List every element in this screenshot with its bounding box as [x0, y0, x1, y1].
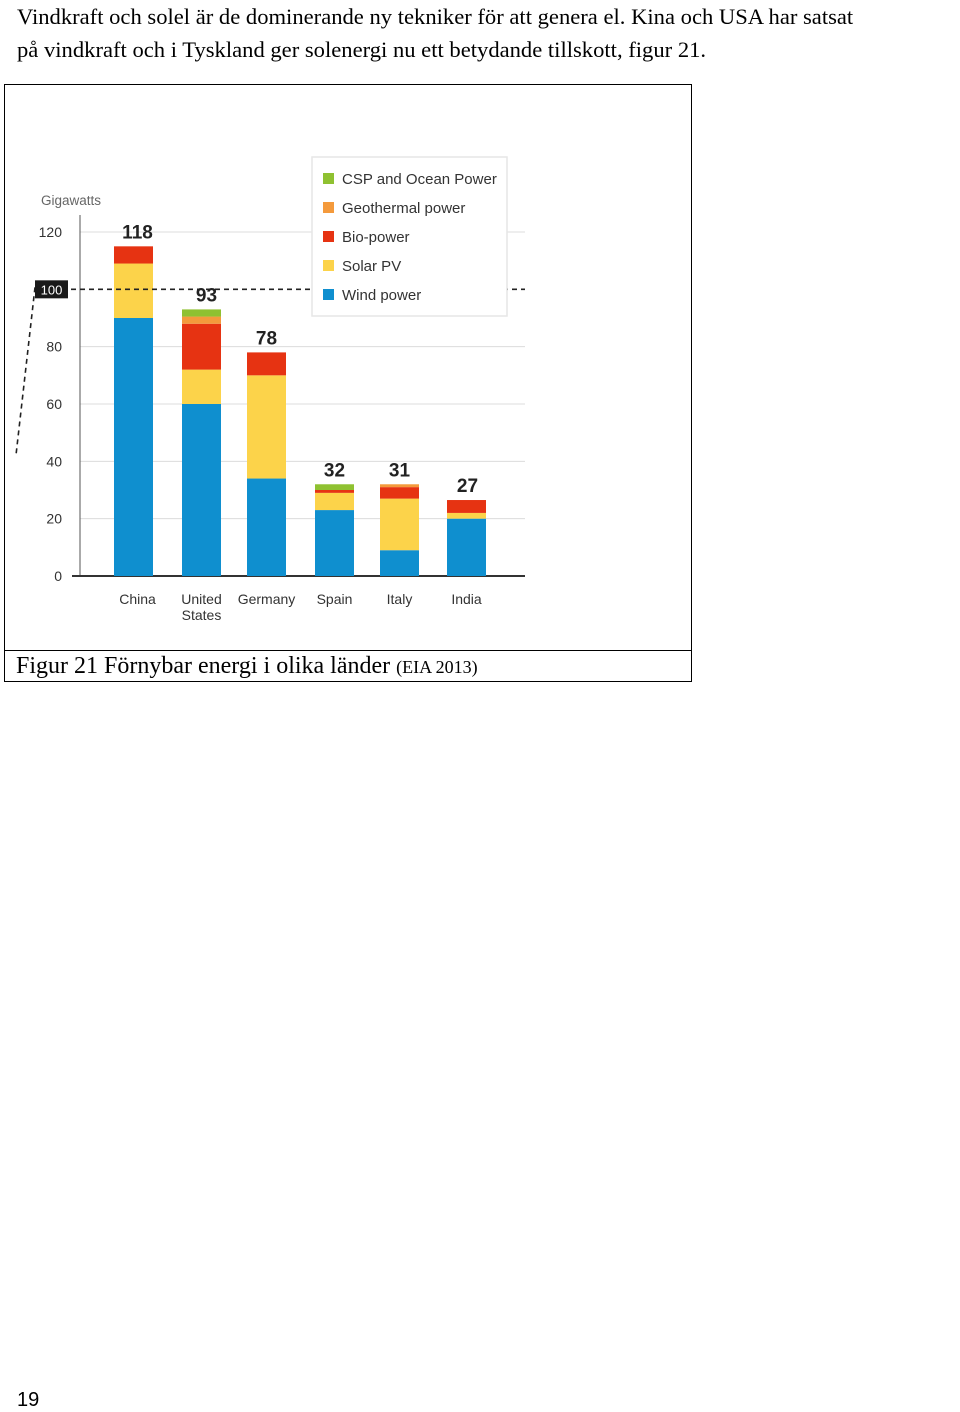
bar-united-states-solar-pv	[182, 369, 221, 404]
bar-italy-bio-power	[380, 487, 419, 499]
total-label-united-states: 93	[196, 285, 217, 306]
legend-label-csp-and-ocean-power: CSP and Ocean Power	[342, 171, 497, 188]
page-number: 19	[17, 1389, 40, 1411]
bar-united-states-csp-and-ocean-power	[182, 309, 221, 317]
bar-india-solar-pv	[447, 512, 486, 519]
x-tick-label-italy: Italy	[387, 591, 413, 607]
y-tick-label-80: 80	[46, 339, 62, 355]
figure-frame: 0 20 40 60 80 120 Gigawatts 118 China 93 United Sta…	[4, 84, 692, 682]
legend-swatch-csp-and-ocean-power	[323, 173, 334, 184]
y-axis-label: Gigawatts	[41, 193, 101, 208]
y-tick-label-20: 20	[46, 511, 62, 527]
bar-germany-bio-power	[247, 352, 286, 376]
caption-source: (EIA 2013)	[396, 657, 478, 677]
bar-united-states-bio-power	[182, 323, 221, 370]
bar-spain-wind-power	[315, 510, 354, 576]
y-tick-label-0: 0	[54, 568, 62, 584]
legend-swatch-solar-pv	[323, 260, 334, 271]
x-tick-label-india: India	[451, 591, 482, 607]
paragraph-line-1: Vindkraft och solel är de dominerande ny…	[17, 4, 854, 29]
total-label-china: 118	[122, 222, 153, 243]
bar-china-bio-power	[114, 246, 153, 264]
bar-china-solar-pv	[114, 263, 153, 318]
bar-spain-bio-power	[315, 490, 354, 493]
y-tick-label-120: 120	[39, 224, 63, 240]
bar-germany-wind-power	[247, 478, 286, 576]
caption-text: Figur 21 Förnybar energi i olika länder	[16, 653, 391, 679]
y-tick-label-60: 60	[46, 396, 62, 412]
y-tick-label-40: 40	[46, 453, 62, 469]
legend-box	[311, 156, 508, 317]
bar-italy-geothermal-power	[380, 484, 419, 488]
bar-spain-csp-and-ocean-power	[315, 484, 354, 490]
bar-india-wind-power	[447, 518, 486, 576]
bar-italy-solar-pv	[380, 498, 419, 551]
x-tick-label-spain: Spain	[317, 591, 353, 607]
legend-swatch-wind-power	[323, 289, 334, 300]
legend-label-solar-pv: Solar PV	[342, 258, 401, 275]
bar-china-wind-power	[114, 318, 153, 576]
intro-paragraph: Vindkraft och solel är de dominerande ny…	[17, 0, 960, 66]
total-label-india: 27	[457, 476, 478, 497]
legend-label-bio-power: Bio-power	[342, 229, 410, 246]
total-label-spain: 32	[324, 460, 345, 481]
reference-label: 100	[41, 282, 63, 297]
x-tick-label-germany: Germany	[238, 591, 296, 607]
bar-italy-wind-power	[380, 550, 419, 576]
legend-swatch-geothermal-power	[323, 202, 334, 213]
reference-line-curve	[15, 287, 36, 456]
bar-united-states-geothermal-power	[182, 316, 221, 324]
bar-germany-solar-pv	[247, 375, 286, 479]
legend-swatch-bio-power	[323, 231, 334, 242]
bar-united-states-wind-power	[182, 404, 221, 576]
renewables-bar-chart: 0 20 40 60 80 120 Gigawatts 118 China 93 United Sta…	[15, 156, 525, 623]
legend-label-geothermal-power: Geothermal power	[342, 200, 465, 217]
legend-label-wind-power: Wind power	[342, 287, 421, 304]
total-label-germany: 78	[256, 328, 277, 349]
bar-spain-solar-pv	[315, 492, 354, 511]
paragraph-line-2: på vindkraft och i Tyskland ger solenerg…	[17, 37, 707, 62]
x-tick-label-united-states: United States	[181, 591, 221, 623]
x-tick-label-china: China	[119, 591, 156, 607]
total-label-italy: 31	[389, 460, 411, 481]
reference-label-box	[35, 280, 68, 299]
bar-india-bio-power	[447, 500, 486, 513]
figure-caption: Figur 21 Förnybar energi i olika länder …	[5, 650, 691, 681]
